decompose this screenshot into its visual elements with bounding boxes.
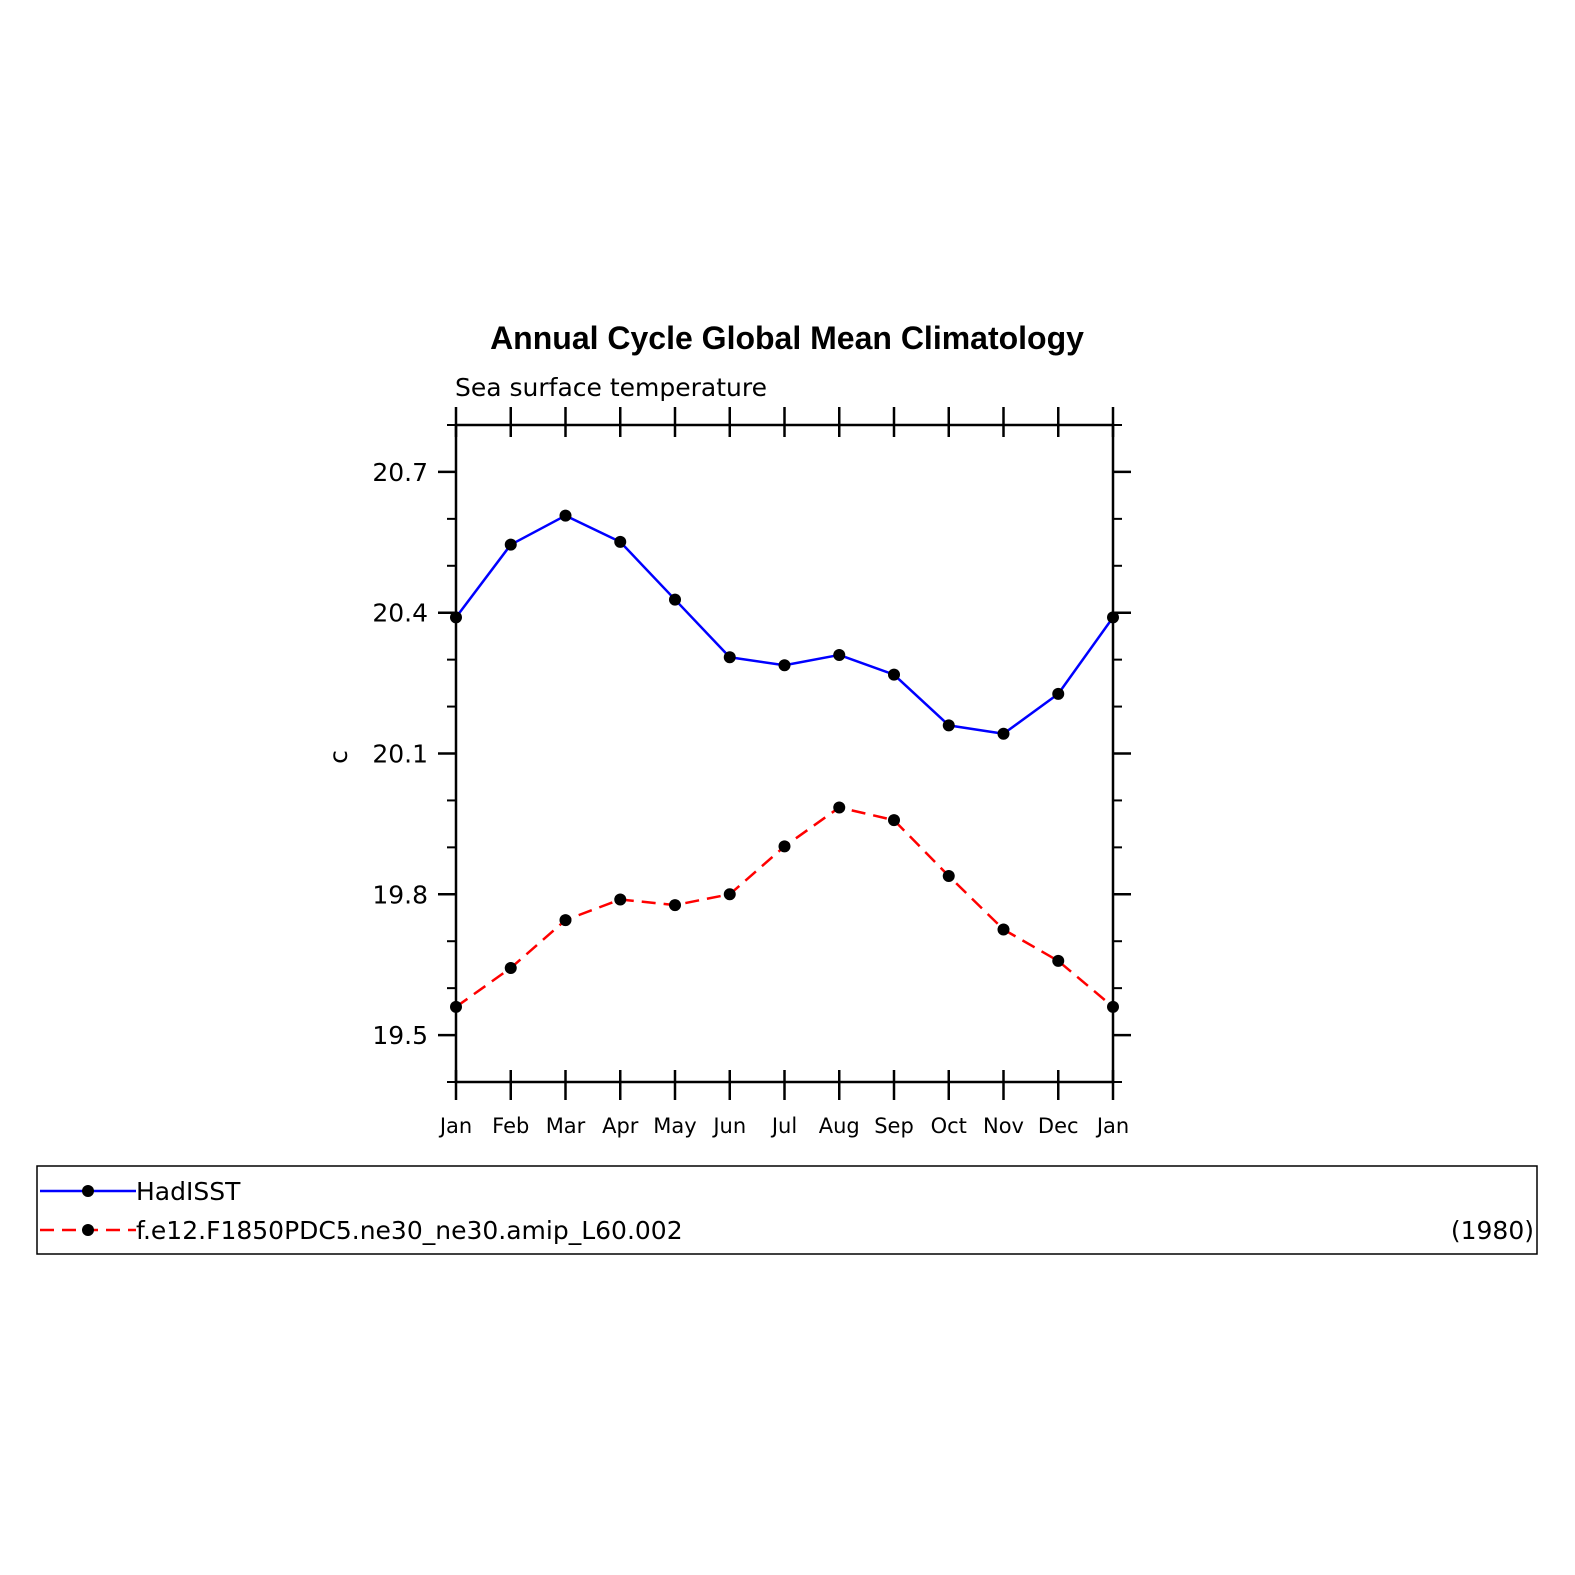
x-tick-label: Feb bbox=[492, 1114, 529, 1138]
y-tick-label: 19.8 bbox=[372, 880, 428, 909]
data-point bbox=[833, 801, 846, 814]
data-point bbox=[888, 814, 900, 827]
plot-frame bbox=[454, 423, 1115, 1084]
data-point bbox=[1052, 954, 1065, 967]
data-point bbox=[723, 888, 736, 901]
x-tick-label: Jan bbox=[1095, 1114, 1129, 1138]
legend-marker bbox=[82, 1224, 94, 1236]
series-line bbox=[455, 806, 1114, 1008]
data-point bbox=[669, 593, 681, 606]
y-tick-label: 20.4 bbox=[372, 599, 428, 628]
data-point bbox=[997, 923, 1010, 936]
data-point bbox=[942, 869, 955, 882]
x-tick-label: Jan bbox=[438, 1114, 472, 1138]
series-line bbox=[455, 514, 1115, 736]
data-point bbox=[723, 651, 736, 664]
legend-label: f.e12.F1850PDC5.ne30_ne30.amip_L60.002 bbox=[136, 1216, 683, 1245]
y-tick-label: 19.5 bbox=[372, 1021, 428, 1050]
y-tick-label: 20.7 bbox=[372, 458, 428, 487]
data-point bbox=[997, 727, 1010, 740]
data-point bbox=[888, 668, 900, 681]
legend-label: HadISST bbox=[136, 1177, 241, 1206]
x-tick-label: Nov bbox=[983, 1114, 1024, 1138]
x-tick-label: Sep bbox=[874, 1114, 914, 1138]
x-tick-label: Dec bbox=[1038, 1114, 1079, 1138]
legend-box bbox=[36, 1165, 1538, 1255]
data-point bbox=[833, 648, 846, 661]
data-point bbox=[559, 914, 572, 927]
x-tick-label: May bbox=[653, 1114, 696, 1138]
x-tick-label: Apr bbox=[602, 1114, 639, 1138]
y-axis-label: c bbox=[324, 750, 353, 764]
legend: HadISST f.e12.F1850PDC5.ne30_ne30.amip_L6… bbox=[36, 1165, 1538, 1255]
chart-subtitle: Sea surface temperature bbox=[455, 373, 767, 402]
legend-note: (1980) bbox=[1451, 1216, 1534, 1245]
x-tick-label: Jun bbox=[711, 1114, 746, 1138]
chart-axes: Jan Feb Mar Apr May Jun Jul Aug Sep Oct Nov Dec Jan 1… bbox=[372, 407, 1131, 1138]
data-point bbox=[614, 535, 627, 548]
data-point bbox=[669, 899, 681, 912]
chart-title: Annual Cycle Global Mean Climatology bbox=[490, 320, 1084, 356]
legend-marker bbox=[82, 1185, 94, 1197]
data-point bbox=[504, 538, 517, 551]
chart-marks bbox=[450, 509, 1119, 1013]
x-tick-label: Mar bbox=[546, 1114, 586, 1138]
data-point bbox=[614, 893, 627, 906]
data-point bbox=[559, 509, 572, 522]
data-point bbox=[942, 719, 955, 732]
data-point bbox=[504, 961, 517, 974]
data-point bbox=[778, 659, 791, 672]
data-point bbox=[1052, 687, 1065, 700]
x-tick-label: Jul bbox=[770, 1114, 797, 1138]
x-tick-label: Oct bbox=[931, 1114, 967, 1138]
x-tick-label: Aug bbox=[819, 1114, 860, 1138]
y-tick-label: 20.1 bbox=[372, 740, 428, 769]
data-point bbox=[778, 840, 791, 853]
